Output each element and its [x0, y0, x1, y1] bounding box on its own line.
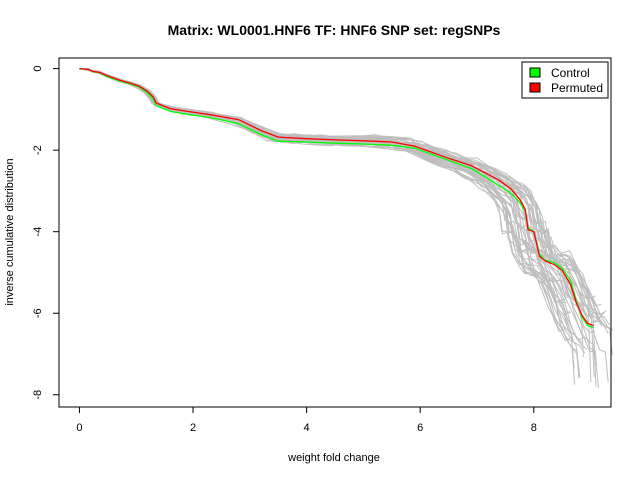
series-line-control	[79, 67, 594, 329]
x-tick-label: 2	[190, 422, 196, 434]
permuted-background-line	[79, 68, 596, 353]
permuted-background-line	[79, 68, 581, 378]
permuted-background-lines	[79, 67, 614, 389]
series-line-permuted	[79, 67, 594, 327]
series-lines	[79, 67, 594, 329]
permuted-background-line	[79, 68, 580, 379]
legend-label-control: Control	[551, 66, 590, 80]
permuted-background-line	[79, 68, 572, 314]
y-tick-label: -2	[32, 145, 44, 155]
legend-swatch-control	[529, 67, 541, 78]
permuted-background-line	[79, 68, 564, 329]
y-axis: 0 -2 -4 -6 -8	[32, 66, 60, 400]
permuted-background-line	[79, 68, 575, 385]
y-tick-label: -6	[32, 308, 44, 318]
y-tick-label: -4	[32, 227, 44, 237]
legend: Control Permuted	[521, 61, 609, 99]
y-tick-label: 0	[32, 66, 44, 72]
permuted-background-line	[79, 68, 588, 350]
permuted-background-line	[79, 68, 609, 334]
x-tick-label: 6	[417, 422, 423, 434]
x-axis-label: weight fold change	[287, 452, 380, 464]
legend-label-permuted: Permuted	[551, 81, 603, 95]
y-tick-label: -8	[32, 390, 44, 400]
y-axis-label: inverse cumulative distribution	[4, 158, 16, 305]
x-axis: 0 2 4 6 8	[76, 406, 537, 434]
chart-title: Matrix: WL0001.HNF6 TF: HNF6 SNP set: re…	[168, 22, 501, 38]
x-tick-label: 0	[76, 422, 82, 434]
permuted-background-line	[79, 67, 609, 383]
permuted-background-line	[79, 68, 592, 382]
legend-swatch-permuted	[529, 82, 541, 93]
permuted-background-line	[79, 68, 597, 366]
permuted-background-line	[79, 68, 565, 333]
x-tick-label: 4	[304, 422, 310, 434]
x-tick-label: 8	[531, 422, 537, 434]
